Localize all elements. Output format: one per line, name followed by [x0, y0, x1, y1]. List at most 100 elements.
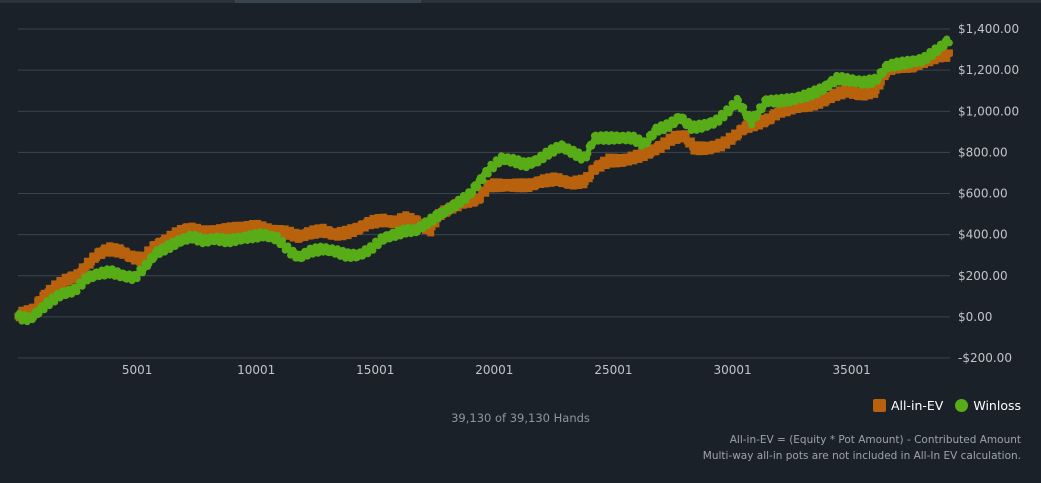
data-point: [391, 215, 399, 223]
data-point: [271, 224, 279, 232]
data-point: [301, 233, 309, 241]
data-point: [680, 114, 687, 121]
legend-item-allin-ev[interactable]: All-in-EV: [872, 398, 943, 413]
data-point: [389, 221, 397, 229]
data-point: [564, 181, 572, 189]
data-point: [501, 179, 509, 187]
data-point: [627, 151, 635, 159]
data-point: [238, 222, 246, 230]
data-point: [537, 181, 545, 188]
data-point: [619, 159, 627, 167]
data-point: [183, 223, 191, 231]
data-point: [331, 228, 339, 236]
data-point: [534, 176, 542, 184]
data-point: [73, 288, 81, 296]
data-point: [567, 176, 575, 184]
data-point: [871, 90, 879, 98]
data-point: [93, 254, 101, 261]
data-point: [542, 180, 550, 188]
data-point: [872, 86, 880, 94]
data-point: [680, 135, 687, 143]
data-point: [311, 231, 319, 239]
legend-item-winloss[interactable]: Winloss: [955, 398, 1021, 413]
data-point: [635, 155, 643, 163]
data-point: [838, 92, 846, 100]
data-point: [479, 177, 487, 184]
data-point: [156, 237, 163, 245]
y-tick-label: -$200.00: [958, 351, 1012, 365]
data-point: [863, 86, 871, 94]
data-point: [762, 118, 770, 126]
data-point: [27, 308, 35, 316]
data-point: [296, 235, 304, 242]
data-point: [125, 255, 133, 262]
data-point: [142, 251, 150, 259]
data-point: [414, 216, 422, 224]
data-point: [364, 217, 372, 224]
x-tick-label: 15001: [356, 363, 394, 377]
data-point: [304, 227, 311, 235]
data-point: [562, 175, 570, 183]
x-tick-label: 5001: [122, 363, 153, 377]
data-point: [602, 162, 610, 169]
data-point: [943, 54, 951, 62]
data-point: [148, 247, 156, 255]
data-point: [625, 158, 632, 166]
data-point: [792, 101, 800, 109]
data-point: [876, 82, 884, 90]
data-point: [397, 213, 404, 221]
data-point: [427, 229, 435, 237]
data-point: [55, 282, 63, 289]
data-point: [828, 95, 835, 103]
data-point: [745, 125, 753, 133]
data-point: [351, 227, 359, 235]
data-point: [254, 219, 262, 227]
data-point: [657, 145, 665, 153]
footnote-line-1: All-in-EV = (Equity * Pot Amount) - Cont…: [729, 434, 1021, 446]
data-point: [194, 223, 201, 231]
data-point: [860, 93, 868, 101]
hands-count: 39,130 of 39,130 Hands: [451, 411, 590, 425]
data-point: [880, 69, 888, 76]
y-tick-label: $1,200.00: [958, 63, 1019, 77]
y-tick-label: $1,000.00: [958, 104, 1019, 118]
data-point: [740, 103, 748, 111]
data-point: [131, 257, 139, 265]
data-point: [123, 248, 131, 256]
data-point: [224, 229, 232, 237]
data-point: [729, 134, 737, 142]
data-point: [795, 105, 803, 113]
data-point: [570, 182, 577, 190]
data-point: [852, 87, 860, 95]
data-point: [334, 233, 342, 241]
data-point: [60, 279, 68, 287]
data-point: [715, 138, 723, 146]
data-point: [877, 78, 885, 86]
x-tick-label: 20001: [475, 363, 513, 377]
data-point: [797, 100, 805, 107]
data-point: [249, 220, 256, 227]
data-point: [847, 87, 855, 95]
active-tab-indicator[interactable]: [235, 0, 421, 3]
data-point: [63, 273, 70, 281]
data-point: [735, 96, 742, 104]
data-point: [298, 229, 306, 237]
data-point: [655, 141, 663, 148]
data-point: [790, 105, 797, 113]
y-tick-label: $600.00: [958, 187, 1008, 201]
data-point: [383, 219, 391, 227]
y-tick-label: $0.00: [958, 310, 992, 324]
data-point: [830, 88, 838, 96]
data-point: [482, 189, 490, 197]
data-point: [617, 155, 625, 163]
data-point: [584, 150, 592, 158]
data-point: [381, 215, 389, 223]
data-point: [594, 160, 602, 168]
data-point: [386, 215, 394, 223]
data-point: [514, 185, 522, 193]
data-point: [825, 92, 833, 99]
data-point: [293, 230, 301, 238]
legend-label-winloss: Winloss: [973, 398, 1021, 413]
y-tick-label: $800.00: [958, 145, 1008, 159]
data-point: [279, 231, 287, 239]
